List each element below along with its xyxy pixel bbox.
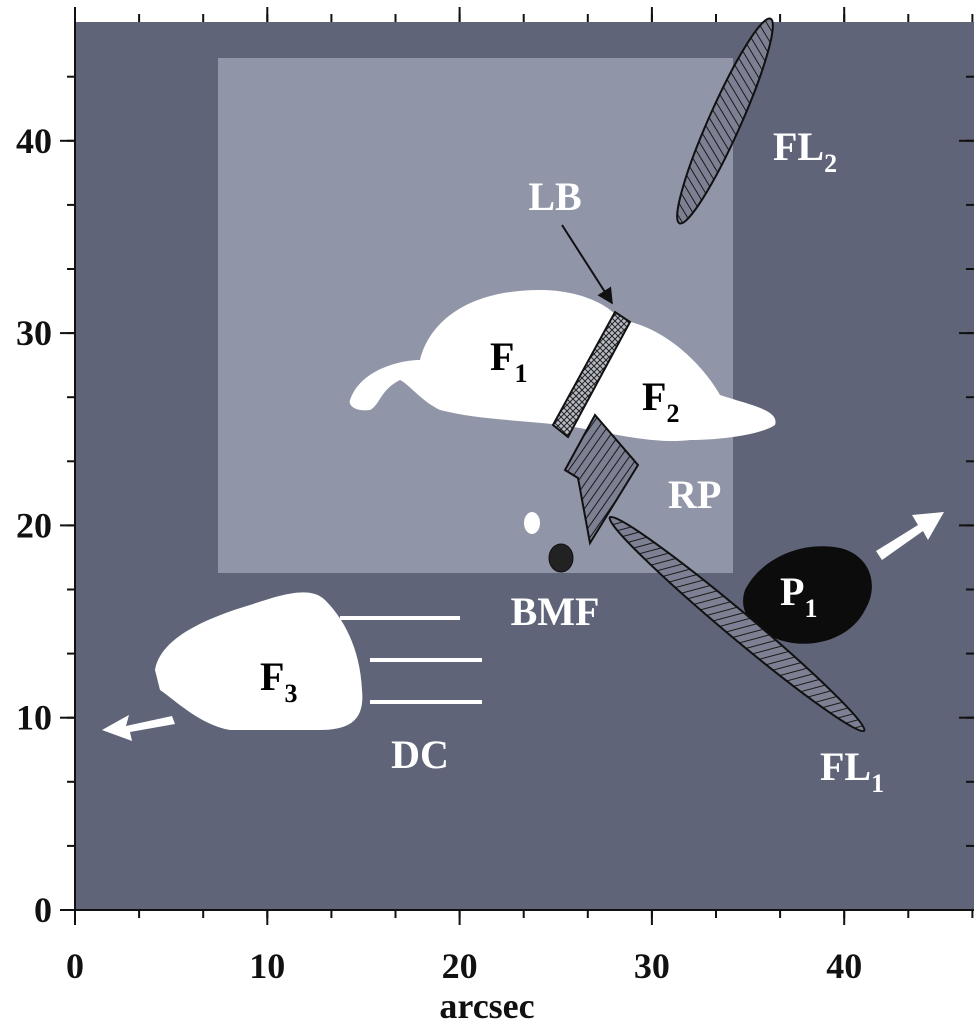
page: {"axes": {"xticks": [0, 10, 20, 30, 40],… — [0, 0, 974, 1026]
x-tick-label: 30 — [634, 946, 670, 986]
white-dot — [524, 512, 540, 534]
label-dc: DC — [391, 732, 449, 777]
y-tick-label: 30 — [16, 313, 52, 353]
x-tick-label: 0 — [66, 946, 84, 986]
x-tick-label: 20 — [442, 946, 478, 986]
y-tick-label: 0 — [34, 890, 52, 930]
figure: LB FL2 F1 F2 RP BMF P1 F3 DC FL1 arcsec … — [0, 0, 974, 1026]
label-rp: RP — [668, 472, 721, 517]
bmf-shape — [549, 544, 573, 572]
x-tick-label: 40 — [826, 946, 862, 986]
y-tick-label: 40 — [16, 121, 52, 161]
y-tick-label: 20 — [16, 505, 52, 545]
y-tick-label: 10 — [16, 698, 52, 738]
label-lb: LB — [528, 174, 581, 219]
label-bmf: BMF — [511, 589, 600, 634]
x-tick-label: 10 — [249, 946, 285, 986]
x-axis-label: arcsec — [439, 986, 534, 1026]
